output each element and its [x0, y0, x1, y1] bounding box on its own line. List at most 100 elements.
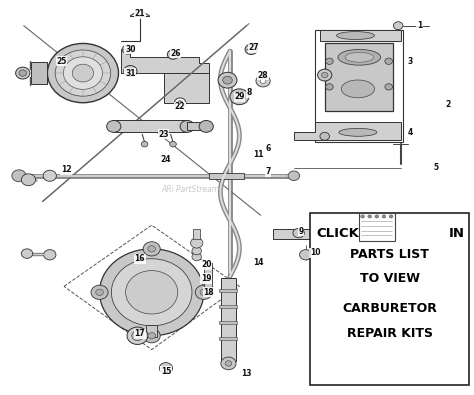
Circle shape	[100, 249, 204, 336]
Circle shape	[16, 67, 30, 79]
Circle shape	[245, 44, 257, 55]
Circle shape	[393, 22, 403, 30]
Ellipse shape	[341, 80, 374, 98]
Circle shape	[288, 171, 300, 181]
Circle shape	[326, 84, 333, 90]
Text: 1: 1	[417, 21, 422, 30]
Circle shape	[21, 174, 36, 186]
Bar	[219, 305, 237, 308]
Circle shape	[195, 285, 212, 299]
Circle shape	[72, 64, 93, 82]
Bar	[359, 213, 394, 241]
Bar	[315, 30, 403, 142]
Polygon shape	[187, 122, 204, 130]
Text: 2: 2	[445, 100, 451, 109]
Text: 4: 4	[407, 128, 413, 137]
Circle shape	[178, 101, 182, 105]
Circle shape	[375, 215, 379, 218]
Text: 28: 28	[258, 71, 268, 79]
Circle shape	[126, 271, 178, 314]
Circle shape	[318, 69, 332, 81]
Text: 10: 10	[310, 248, 320, 257]
Circle shape	[230, 89, 249, 105]
Circle shape	[127, 68, 134, 74]
Circle shape	[293, 228, 304, 238]
Text: 16: 16	[135, 254, 145, 263]
Ellipse shape	[339, 128, 377, 136]
Text: 11: 11	[253, 150, 264, 158]
Circle shape	[256, 75, 270, 87]
Text: PARTS LIST: PARTS LIST	[350, 248, 429, 261]
Text: 12: 12	[61, 166, 72, 174]
Ellipse shape	[338, 49, 381, 65]
Text: 19: 19	[201, 274, 211, 283]
Ellipse shape	[345, 53, 374, 62]
Text: 15: 15	[161, 367, 171, 376]
Text: 3: 3	[407, 57, 413, 66]
Text: 14: 14	[253, 258, 264, 267]
Circle shape	[122, 45, 134, 54]
Bar	[219, 337, 237, 340]
Text: CLICK: CLICK	[317, 227, 359, 239]
Circle shape	[107, 120, 121, 132]
Circle shape	[47, 43, 118, 103]
Circle shape	[143, 242, 160, 256]
Circle shape	[321, 72, 328, 78]
Bar	[209, 173, 244, 179]
Text: 27: 27	[248, 43, 259, 52]
Circle shape	[221, 357, 236, 370]
Polygon shape	[294, 122, 401, 140]
Circle shape	[91, 285, 108, 299]
Circle shape	[55, 50, 110, 96]
Circle shape	[21, 249, 33, 258]
Circle shape	[148, 333, 155, 339]
Bar	[310, 213, 469, 385]
Circle shape	[111, 259, 192, 326]
Circle shape	[382, 215, 386, 218]
Bar	[273, 229, 325, 239]
Text: 25: 25	[56, 57, 67, 66]
Circle shape	[389, 215, 393, 218]
Circle shape	[19, 70, 27, 76]
Circle shape	[218, 72, 237, 88]
Circle shape	[192, 253, 201, 261]
Text: 24: 24	[161, 156, 171, 164]
Text: REPAIR KITS: REPAIR KITS	[347, 327, 433, 340]
Circle shape	[12, 170, 26, 182]
Circle shape	[64, 57, 102, 89]
Text: IN: IN	[448, 227, 465, 239]
Polygon shape	[121, 49, 209, 73]
Bar	[146, 325, 157, 337]
Polygon shape	[320, 30, 401, 41]
Circle shape	[44, 250, 56, 260]
Circle shape	[143, 329, 160, 343]
Circle shape	[300, 250, 312, 260]
Bar	[193, 229, 200, 239]
Text: 7: 7	[265, 167, 271, 176]
Circle shape	[260, 79, 266, 83]
Text: 17: 17	[135, 329, 145, 338]
Circle shape	[385, 58, 392, 64]
Text: 30: 30	[125, 45, 136, 54]
Circle shape	[180, 120, 194, 132]
Circle shape	[192, 247, 201, 255]
Text: 18: 18	[203, 288, 214, 297]
Bar	[219, 321, 237, 324]
Bar	[325, 43, 393, 111]
Circle shape	[132, 331, 143, 340]
Circle shape	[148, 246, 155, 252]
Circle shape	[200, 289, 208, 295]
Polygon shape	[164, 73, 209, 103]
Circle shape	[385, 84, 392, 90]
Circle shape	[199, 120, 213, 132]
Text: 6: 6	[265, 144, 271, 152]
Circle shape	[96, 289, 103, 295]
Bar	[204, 263, 212, 290]
Text: 8: 8	[246, 88, 252, 97]
Circle shape	[124, 66, 137, 77]
Text: 26: 26	[170, 49, 181, 58]
Circle shape	[127, 327, 148, 344]
Text: 31: 31	[125, 69, 136, 77]
Text: CARBURETOR: CARBURETOR	[342, 302, 438, 314]
Ellipse shape	[337, 32, 374, 40]
